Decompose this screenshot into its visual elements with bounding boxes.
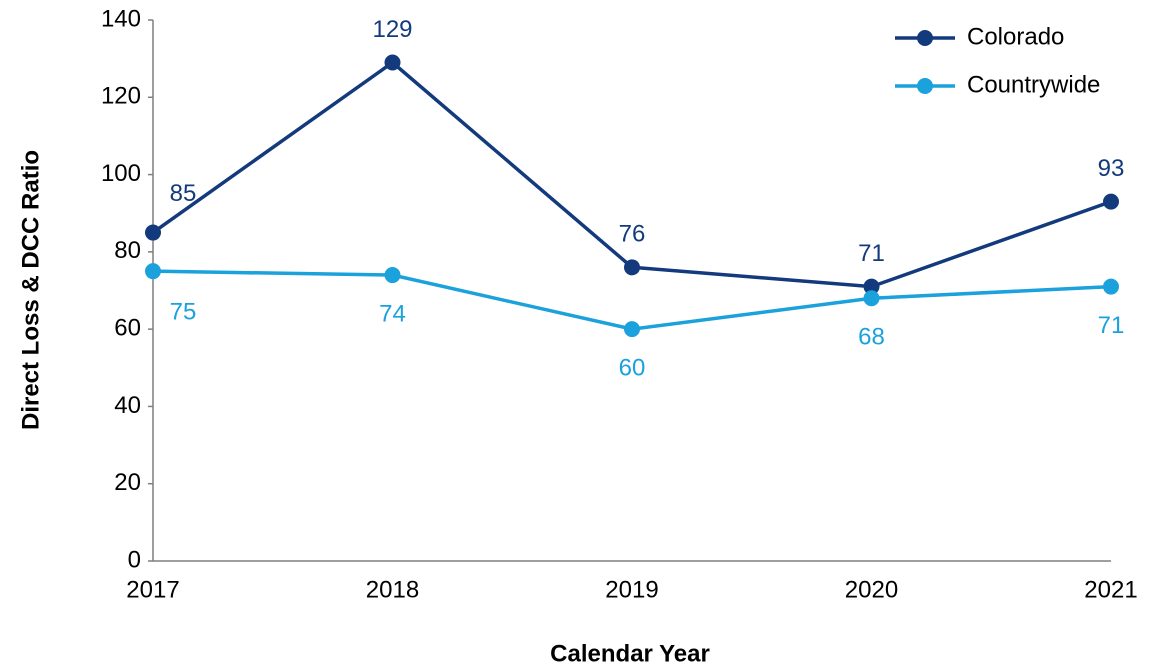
legend-label: Colorado — [967, 23, 1064, 50]
data-label: 93 — [1098, 155, 1125, 182]
data-label: 76 — [619, 221, 646, 248]
x-tick-label: 2018 — [366, 576, 419, 603]
point — [624, 321, 640, 338]
x-tick-label: 2019 — [605, 576, 658, 603]
data-label: 60 — [619, 354, 646, 381]
y-tick-label: 0 — [128, 546, 141, 573]
x-tick-label: 2017 — [126, 576, 179, 603]
point — [1103, 278, 1119, 295]
data-label: 71 — [858, 240, 885, 267]
point — [624, 259, 640, 276]
data-label: 71 — [1098, 312, 1125, 339]
point — [145, 224, 161, 241]
y-tick-label: 40 — [114, 392, 141, 419]
point — [145, 263, 161, 280]
legend-marker — [917, 30, 933, 46]
y-tick-label: 140 — [101, 5, 141, 32]
y-tick-label: 20 — [114, 469, 141, 496]
point — [384, 267, 401, 284]
y-tick-label: 60 — [114, 314, 141, 341]
point — [1103, 193, 1119, 210]
x-tick-label: 2020 — [845, 576, 898, 603]
point — [863, 290, 880, 307]
point — [384, 54, 401, 71]
y-axis-title: Direct Loss & DCC Ratio — [17, 150, 44, 430]
y-tick-label: 120 — [101, 83, 141, 110]
data-label: 74 — [379, 300, 406, 327]
x-axis-title: Calendar Year — [550, 640, 710, 667]
data-label: 68 — [858, 324, 885, 351]
data-label: 75 — [170, 299, 197, 326]
point — [863, 278, 880, 295]
series-line — [152, 269, 1112, 331]
y-tick-label: 100 — [101, 160, 141, 187]
y-tick-label: 80 — [114, 237, 141, 264]
legend-marker — [917, 78, 933, 94]
legend-label: Countrywide — [967, 71, 1100, 98]
data-label: 85 — [170, 180, 197, 207]
data-label: 129 — [372, 16, 412, 43]
x-tick-label: 2021 — [1084, 576, 1137, 603]
